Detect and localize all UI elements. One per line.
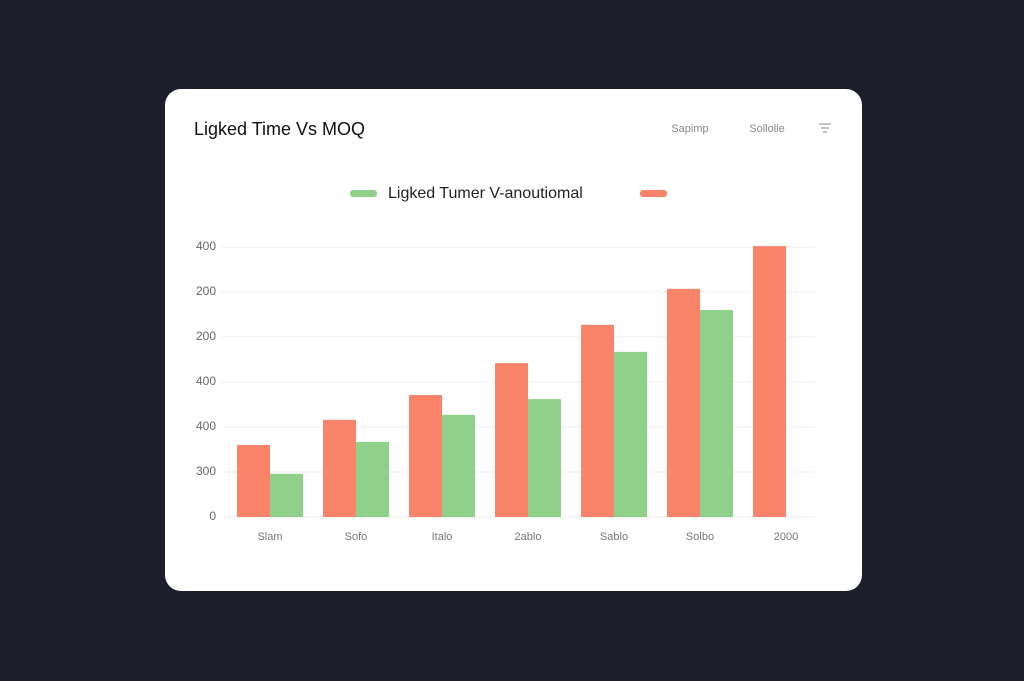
y-tick-label: 200 — [196, 284, 216, 298]
y-tick-label: 300 — [196, 464, 216, 478]
y-tick-label: 0 — [209, 509, 216, 523]
bar — [614, 351, 647, 517]
legend-swatch — [640, 190, 667, 197]
bar — [495, 363, 528, 517]
bar — [323, 419, 356, 517]
x-tick-label: Slam — [257, 531, 282, 543]
bar — [356, 441, 389, 517]
bar — [237, 445, 270, 517]
bar — [528, 399, 561, 517]
bar — [581, 324, 614, 517]
y-tick-label: 200 — [196, 329, 216, 343]
bar — [270, 473, 303, 517]
bar — [753, 246, 786, 517]
x-tick-label: Sofo — [345, 531, 368, 543]
legend-label: Ligked Tumer V-anoutiomal — [388, 185, 583, 202]
bar — [409, 395, 442, 517]
x-tick-label: 2000 — [774, 531, 798, 543]
legend-swatch — [350, 190, 377, 197]
x-tick-label: Solbo — [686, 531, 714, 543]
y-tick-label: 400 — [196, 239, 216, 253]
bar — [442, 414, 475, 517]
toolbar-button[interactable]: Sapimp — [671, 123, 708, 135]
menu-icon[interactable] — [819, 123, 831, 133]
y-tick-label: 400 — [196, 374, 216, 388]
x-tick-label: 2ablo — [515, 531, 542, 543]
y-tick-label: 400 — [196, 419, 216, 433]
bar — [700, 310, 733, 517]
chart-title: Ligked Time Vs MOQ — [194, 119, 365, 139]
toolbar-button[interactable]: Sollolie — [749, 123, 784, 135]
bar — [667, 288, 700, 517]
x-tick-label: Italo — [432, 531, 453, 543]
x-tick-label: Sablo — [600, 531, 628, 543]
